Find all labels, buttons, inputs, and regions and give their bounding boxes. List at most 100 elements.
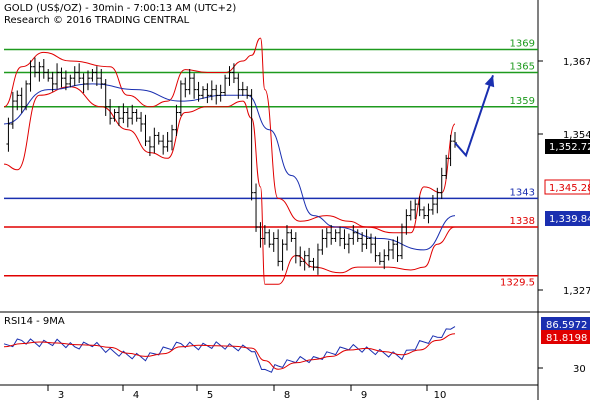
chart-subtitle: Research © 2016 TRADING CENTRAL (4, 15, 190, 26)
price-bar (298, 246, 303, 267)
price-bar (408, 200, 413, 221)
price-bar (267, 229, 272, 248)
price-bar (170, 124, 175, 151)
x-label-10: 10 (434, 390, 447, 400)
x-label-3: 3 (58, 390, 64, 400)
price-bar (422, 206, 427, 220)
price-bar (218, 84, 223, 102)
price-bar (377, 252, 382, 265)
price-bar (200, 86, 205, 99)
price-bar (10, 91, 15, 129)
last-price-badge: 1,352.72 (545, 139, 590, 154)
price-bar (426, 203, 431, 224)
x-label-8: 8 (284, 390, 290, 400)
price-bar (55, 63, 60, 89)
price-bar (68, 74, 73, 88)
price-bar (444, 154, 449, 179)
moving-average (3, 83, 456, 251)
price-bar (284, 225, 289, 251)
last-price-label: 1,352.72 (549, 142, 590, 153)
price-bar (112, 109, 117, 122)
price-bar (307, 247, 312, 268)
upper-band-badge: 1,345.28 (544, 179, 590, 195)
price-bar (386, 240, 391, 261)
price-bar (231, 63, 236, 84)
price-bar (346, 233, 351, 254)
price-bar (6, 117, 11, 152)
price-bar (399, 223, 404, 260)
price-bar (320, 229, 325, 255)
price-bar (125, 107, 130, 128)
price-bar (276, 229, 281, 267)
rsi-value-label: 86.5972 (546, 320, 587, 331)
price-bar (448, 134, 453, 167)
rsi-label: RSI14 - 9MA (4, 316, 65, 327)
price-bar (28, 60, 33, 92)
price-bar (63, 70, 68, 91)
rsi-value-badge: 86.5972 (541, 317, 590, 331)
price-bar (333, 229, 338, 242)
price-bar (289, 229, 294, 242)
price-bar (121, 103, 126, 124)
price-bar (174, 104, 179, 136)
price-bar (139, 111, 144, 132)
price-bar (430, 194, 435, 215)
price-bar (143, 114, 148, 147)
price-bar (391, 239, 396, 260)
price-bar (254, 183, 259, 232)
price-bar (147, 136, 152, 157)
price-bar (245, 86, 250, 99)
price-bar (24, 80, 29, 111)
rsi-ma-line (3, 333, 456, 370)
price-bar (373, 236, 378, 262)
price-tick-1327: 1,327 (563, 286, 590, 297)
rsi-ma-label: 81.8198 (546, 333, 587, 344)
chart-title: GOLD (US$/OZ) - 30min - 7:00:13 AM (UTC+… (4, 3, 236, 14)
price-bar (99, 69, 104, 89)
price-candles (6, 57, 457, 275)
upper-band-label: 1,345.28 (549, 183, 590, 194)
price-bar (161, 134, 166, 155)
level-label-1329-5: 1329.5 (500, 278, 535, 289)
price-bar (116, 106, 121, 126)
bollinger-upper-line (3, 37, 456, 234)
rsi-lines (3, 326, 456, 373)
price-bar (15, 90, 20, 111)
price-bar (227, 66, 232, 86)
price-bar (302, 250, 307, 271)
price-bar (183, 77, 188, 98)
price-bar (32, 57, 37, 78)
price-bar (342, 229, 347, 250)
price-bar (50, 71, 55, 92)
price-bar (205, 83, 210, 104)
price-bar (360, 232, 365, 252)
price-bar (413, 199, 418, 220)
price-bar (249, 89, 254, 201)
price-bar (439, 167, 444, 199)
level-label-1343: 1343 (510, 187, 535, 198)
rsi-ma-badge: 81.8198 (541, 330, 590, 344)
price-bar (192, 73, 197, 99)
price-bar (196, 81, 201, 102)
price-tick-1354: 1,354 (563, 130, 590, 141)
level-label-1365: 1365 (510, 61, 535, 72)
price-bar (130, 104, 135, 125)
price-bar (280, 239, 285, 271)
price-bar (178, 80, 183, 116)
price-bar (293, 232, 298, 264)
price-bar (236, 73, 241, 99)
x-label-5: 5 (207, 390, 213, 400)
price-bar (262, 225, 267, 245)
price-bar (368, 233, 373, 254)
price-bar (72, 66, 77, 86)
rsi-tick-30: 30 (573, 364, 586, 375)
forecast-line (454, 74, 494, 158)
price-bar (329, 225, 334, 245)
price-bar (134, 109, 139, 122)
price-bar (395, 236, 400, 262)
price-bar (338, 226, 343, 247)
x-axis: 3 4 5 8 9 10 (47, 385, 447, 400)
